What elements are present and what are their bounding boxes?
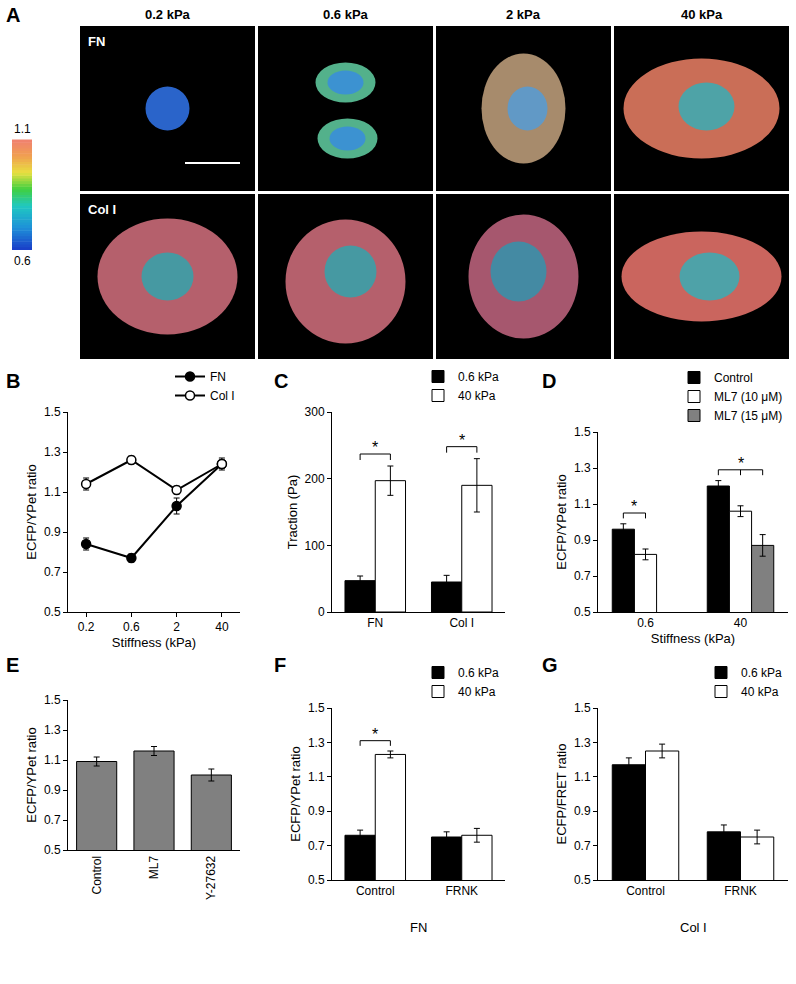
svg-text:1.3: 1.3 [574,736,591,750]
svg-text:0.9: 0.9 [574,533,591,547]
svg-text:ML7 (10 μM): ML7 (10 μM) [714,390,782,404]
svg-text:FN: FN [410,920,427,935]
svg-text:0.5: 0.5 [574,605,591,619]
svg-text:0.6: 0.6 [123,620,140,634]
svg-text:FRNK: FRNK [445,884,478,898]
svg-text:FN: FN [367,616,383,630]
svg-text:E: E [6,654,19,676]
svg-text:1.1: 1.1 [14,122,31,136]
svg-text:0.7: 0.7 [44,813,61,827]
svg-text:*: * [459,432,465,449]
svg-text:0.6 kPa: 0.6 kPa [741,666,782,680]
svg-text:Control: Control [714,371,753,385]
svg-text:Control: Control [90,856,104,895]
svg-text:1.5: 1.5 [574,701,591,715]
svg-text:1.1: 1.1 [44,753,61,767]
svg-text:0.7: 0.7 [574,839,591,853]
svg-text:Col I: Col I [210,389,235,403]
svg-text:0.6: 0.6 [14,254,31,268]
svg-text:100: 100 [305,539,325,553]
svg-text:1.1: 1.1 [44,485,61,499]
svg-text:*: * [738,455,744,472]
svg-text:40: 40 [734,616,748,630]
svg-text:B: B [6,370,20,392]
svg-text:FRNK: FRNK [724,884,757,898]
svg-text:C: C [274,370,288,392]
svg-text:0.9: 0.9 [44,783,61,797]
svg-text:*: * [372,439,378,456]
svg-text:D: D [542,370,556,392]
svg-text:2: 2 [173,620,180,634]
svg-text:40 kPa: 40 kPa [741,685,779,699]
svg-text:0.2: 0.2 [78,620,95,634]
svg-text:1.5: 1.5 [44,405,61,419]
svg-text:0.7: 0.7 [308,839,325,853]
svg-text:0.5: 0.5 [44,843,61,857]
svg-text:2 kPa: 2 kPa [506,7,541,22]
svg-text:Col I: Col I [449,616,474,630]
svg-text:FN: FN [210,370,226,384]
svg-text:ECFP/YPet ratio: ECFP/YPet ratio [24,727,39,822]
svg-text:ML7 (15 μM): ML7 (15 μM) [714,409,782,423]
svg-text:0.2 kPa: 0.2 kPa [145,7,191,22]
svg-text:*: * [631,498,637,515]
svg-text:ECFP/FRET ratio: ECFP/FRET ratio [554,744,569,845]
svg-text:Control: Control [626,884,665,898]
svg-text:0.5: 0.5 [44,605,61,619]
svg-text:ECFP/YPet ratio: ECFP/YPet ratio [24,464,39,559]
svg-text:Stiffness (kPa): Stiffness (kPa) [112,635,196,650]
svg-text:Col I: Col I [88,202,116,217]
svg-text:1.3: 1.3 [44,723,61,737]
svg-text:1.1: 1.1 [308,770,325,784]
svg-text:Control: Control [356,884,395,898]
svg-text:0.5: 0.5 [308,873,325,887]
svg-text:ML7: ML7 [147,855,161,879]
svg-text:F: F [274,654,286,676]
svg-text:0: 0 [318,605,325,619]
svg-text:ECFP/YPet ratio: ECFP/YPet ratio [554,474,569,569]
svg-text:A: A [6,4,20,26]
svg-text:40 kPa: 40 kPa [458,389,496,403]
svg-text:0.9: 0.9 [308,804,325,818]
svg-text:ECFP/YPet ratio: ECFP/YPet ratio [288,746,303,841]
svg-text:1.5: 1.5 [574,425,591,439]
svg-text:1.3: 1.3 [574,461,591,475]
svg-text:Stiffness (kPa): Stiffness (kPa) [651,631,735,646]
svg-text:0.7: 0.7 [44,565,61,579]
svg-text:Col I: Col I [680,920,707,935]
svg-text:0.6: 0.6 [637,616,654,630]
svg-text:*: * [372,726,378,743]
svg-text:0.9: 0.9 [44,525,61,539]
svg-text:0.5: 0.5 [574,873,591,887]
svg-text:1.3: 1.3 [44,445,61,459]
svg-text:1.1: 1.1 [574,497,591,511]
svg-text:0.9: 0.9 [574,804,591,818]
svg-text:1.3: 1.3 [308,736,325,750]
svg-text:FN: FN [88,34,105,49]
svg-text:1.1: 1.1 [574,770,591,784]
svg-text:40 kPa: 40 kPa [681,7,723,22]
svg-text:40 kPa: 40 kPa [458,685,496,699]
svg-text:0.7: 0.7 [574,569,591,583]
svg-text:0.6 kPa: 0.6 kPa [458,370,499,384]
svg-text:1.5: 1.5 [44,693,61,707]
svg-text:300: 300 [305,405,325,419]
svg-text:Traction (Pa): Traction (Pa) [285,475,300,550]
svg-text:40: 40 [215,620,229,634]
svg-text:0.6 kPa: 0.6 kPa [323,7,369,22]
svg-text:Y-27632: Y-27632 [204,855,218,900]
svg-text:0.6 kPa: 0.6 kPa [458,666,499,680]
svg-text:G: G [542,654,558,676]
svg-text:1.5: 1.5 [308,701,325,715]
svg-text:200: 200 [305,472,325,486]
